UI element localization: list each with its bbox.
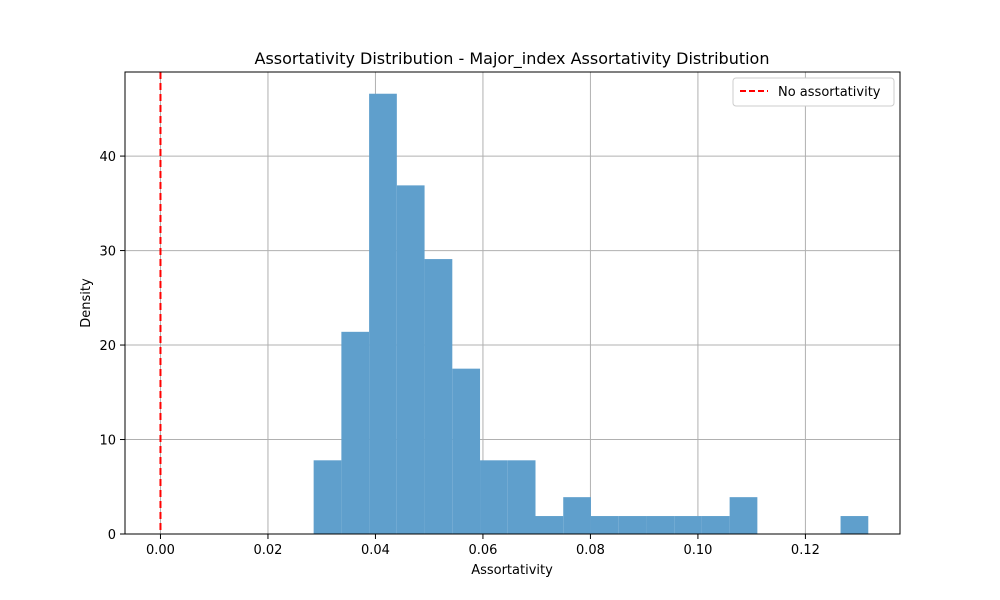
legend-box	[732, 77, 895, 107]
x-tick-label: 0.04	[361, 543, 390, 558]
plot-frame	[124, 71, 901, 535]
histogram-bar	[341, 331, 370, 534]
x-tick-label: 0.08	[576, 543, 605, 558]
y-tick-label: 20	[99, 339, 116, 354]
x-tick-label: 0.10	[683, 543, 712, 558]
histogram-bar	[646, 516, 675, 534]
histogram-bar	[452, 368, 481, 534]
histogram-bar	[313, 460, 342, 534]
x-axis: 0.00 0.02 0.04 0.06 0.08 0.10 0.12	[146, 534, 820, 558]
histogram-bar	[507, 460, 536, 534]
bars-layer	[313, 93, 869, 534]
histogram-bar	[396, 185, 425, 534]
y-axis-label: Density	[79, 278, 94, 328]
histogram-bar	[424, 259, 453, 534]
x-tick-label: 0.02	[253, 543, 282, 558]
histogram-bar	[729, 497, 758, 534]
y-tick-label: 0	[108, 528, 116, 543]
histogram-bar	[480, 460, 508, 534]
legend-entry-no-assortativity: No assortativity	[778, 85, 881, 100]
histogram-bar	[590, 516, 619, 534]
histogram-bar	[563, 497, 591, 534]
y-tick-label: 40	[99, 150, 116, 165]
histogram-bar	[618, 516, 647, 534]
y-tick-label: 10	[99, 434, 116, 449]
histogram-bar	[535, 516, 564, 534]
y-tick-label: 30	[99, 245, 116, 260]
x-tick-label: 0.12	[791, 543, 820, 558]
histogram-bar	[674, 516, 702, 534]
legend: No assortativity	[732, 77, 895, 107]
x-tick-label: 0.06	[468, 543, 497, 558]
x-tick-label: 0.00	[146, 543, 175, 558]
y-axis: 0 10 20 30 40	[99, 150, 125, 543]
histogram-bar	[701, 516, 730, 534]
histogram-bar	[369, 93, 397, 534]
histogram-bar	[840, 516, 869, 534]
chart-title: Assortativity Distribution - Major_index…	[255, 49, 770, 69]
x-axis-label: Assortativity	[471, 563, 553, 578]
